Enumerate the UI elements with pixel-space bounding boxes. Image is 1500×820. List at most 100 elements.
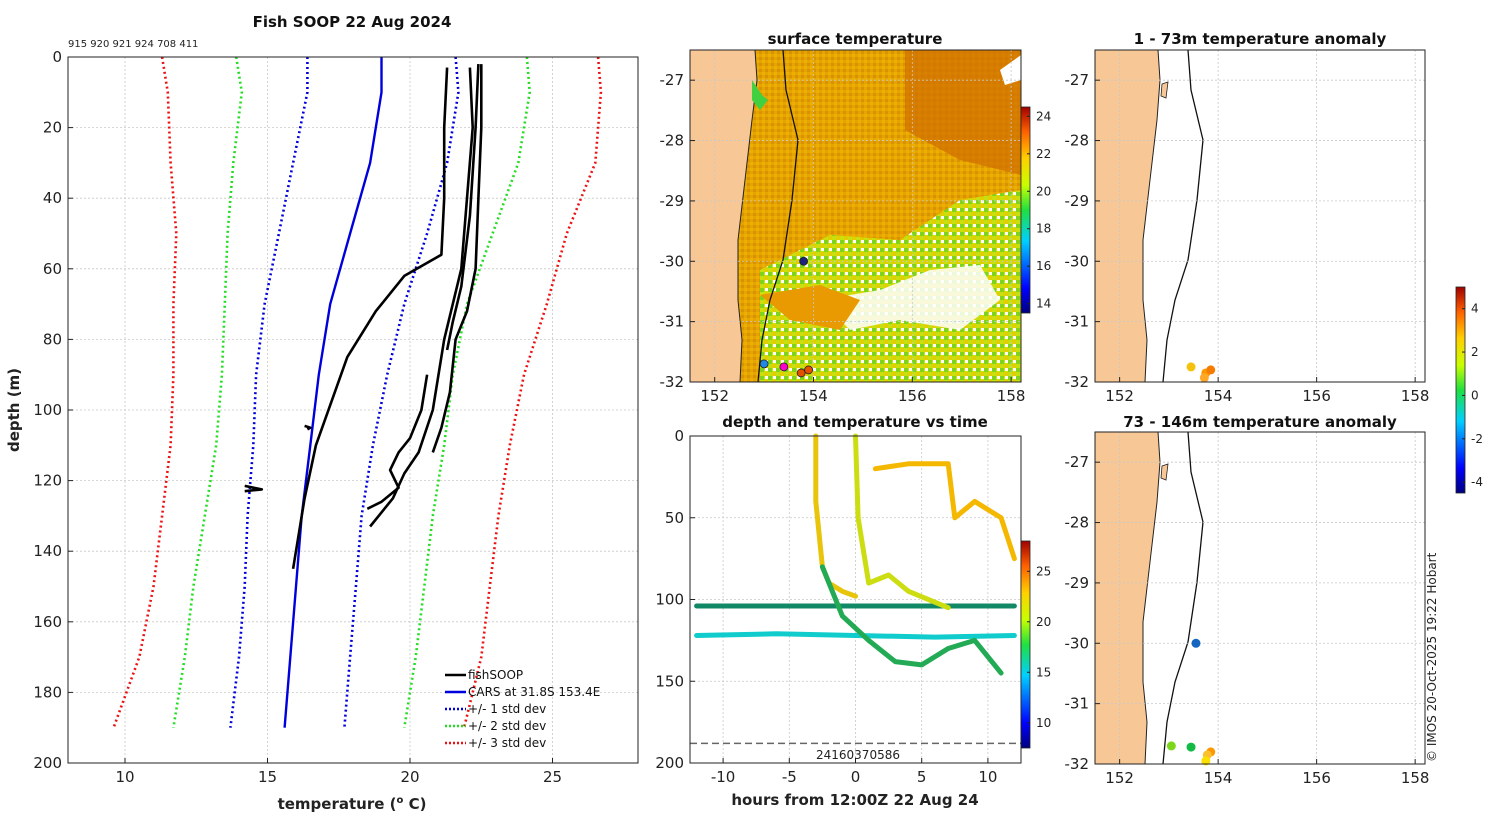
anomaly-cbar-label: -2 bbox=[1471, 432, 1483, 446]
sst-warm-patch bbox=[905, 50, 1021, 175]
profile-ytick-label: 40 bbox=[43, 189, 62, 207]
anomaly-deep-xtick-label: 154 bbox=[1204, 769, 1233, 787]
timeseries-series-2 bbox=[813, 433, 858, 599]
timeseries-series-3 bbox=[819, 564, 1004, 676]
sst-cbar-label: 22 bbox=[1036, 147, 1051, 161]
anomaly-deep-ytick-label: -29 bbox=[1065, 574, 1090, 592]
sst-map: surface temperature 152 154 156 158 -27 -28 -2… bbox=[660, 30, 1052, 405]
anomaly-deep-point-2 bbox=[1186, 742, 1196, 752]
legend-label-fishsoop: fishSOOP bbox=[468, 668, 523, 682]
timeseries-cbar-label: 15 bbox=[1036, 665, 1051, 679]
legend-label-2std: +/- 2 std dev bbox=[468, 719, 546, 733]
sst-cbar-label: 14 bbox=[1036, 297, 1051, 311]
timeseries-series-1 bbox=[694, 631, 1017, 640]
timeseries-ytick-label: 200 bbox=[655, 754, 684, 772]
profile-ytick-label: 0 bbox=[52, 48, 62, 66]
anomaly-shallow-ytick-label: -28 bbox=[1065, 132, 1090, 150]
profile-ytick-label: 60 bbox=[43, 260, 62, 278]
sst-image bbox=[690, 50, 1021, 382]
timeseries-colorbar-ticks: 10 15 20 25 bbox=[1027, 564, 1051, 730]
anomaly-shallow-ticks: 152 154 156 158 -27 -28 -29 -30 -31 -32 bbox=[1065, 71, 1430, 405]
copyright-note: © IMOS 20-Oct-2025 19:22 Hobart bbox=[1425, 552, 1439, 762]
anomaly-shallow-title: 1 - 73m temperature anomaly bbox=[1134, 30, 1387, 48]
anomaly-cbar-label: 0 bbox=[1471, 388, 1479, 402]
timeseries-ytick-label: 0 bbox=[674, 427, 684, 445]
anomaly-shallow-land bbox=[1095, 50, 1161, 382]
anomaly-deep-point-5 bbox=[1201, 756, 1211, 766]
sst-point-2 bbox=[779, 362, 789, 372]
anomaly-shallow-points bbox=[1186, 362, 1216, 383]
anomaly-colorbar bbox=[1455, 286, 1466, 494]
anomaly-shallow-ytick-label: -32 bbox=[1065, 373, 1090, 391]
anomaly-deep-island bbox=[1160, 463, 1169, 481]
profile-ytick-label: 80 bbox=[43, 330, 62, 348]
anomaly-shallow-map bbox=[1095, 50, 1204, 382]
sst-ytick-label: -31 bbox=[660, 313, 685, 331]
sst-colorbar bbox=[1020, 106, 1031, 314]
sst-ytick-label: -32 bbox=[660, 373, 685, 391]
timeseries-series-5 bbox=[853, 433, 951, 611]
profile-series-6 bbox=[462, 56, 603, 729]
anomaly-deep-ytick-label: -30 bbox=[1065, 634, 1090, 652]
profile-series-5 bbox=[112, 56, 178, 729]
profile-ylabel: depth (m) bbox=[5, 368, 23, 452]
sst-ytick-label: -28 bbox=[660, 132, 685, 150]
profile-xtick-label: 15 bbox=[258, 768, 277, 786]
anomaly-map-shallow: 1 - 73m temperature anomaly 152 154 156 158… bbox=[1065, 30, 1430, 405]
profile-xtick-label: 20 bbox=[400, 768, 419, 786]
anomaly-deep-frame bbox=[1094, 431, 1426, 765]
timeseries-xlabel: hours from 12:00Z 22 Aug 24 bbox=[731, 791, 978, 809]
anomaly-deep-point-0 bbox=[1191, 638, 1201, 648]
profile-series-2 bbox=[343, 56, 460, 728]
legend-label-1std: +/- 1 std dev bbox=[468, 702, 546, 716]
profile-ytick-label: 120 bbox=[33, 472, 62, 490]
profile-series-0 bbox=[283, 57, 383, 728]
anomaly-colorbar-group: 4 2 0 -2 -4 bbox=[1455, 286, 1483, 494]
legend-label-3std: +/- 3 std dev bbox=[468, 736, 546, 750]
anomaly-map-deep: 73 - 146m temperature anomaly 152 154 156 1… bbox=[1065, 413, 1430, 787]
anomaly-shallow-xtick-label: 154 bbox=[1204, 387, 1233, 405]
profile-series-3 bbox=[172, 56, 244, 728]
anomaly-shallow-ytick-label: -27 bbox=[1065, 71, 1090, 89]
timeseries-xtick-label: -5 bbox=[782, 768, 797, 786]
anomaly-shallow-frame bbox=[1094, 49, 1426, 383]
anomaly-deep-ytick-label: -32 bbox=[1065, 755, 1090, 773]
anomaly-deep-xtick-label: 158 bbox=[1401, 769, 1430, 787]
anomaly-deep-point-1 bbox=[1166, 741, 1176, 751]
profile-legend: fishSOOP CARS at 31.8S 153.4E +/- 1 std … bbox=[445, 668, 600, 750]
sst-ytick-label: -27 bbox=[660, 71, 685, 89]
timeseries-xtick-label: 10 bbox=[978, 768, 997, 786]
timeseries-chart: depth and temperature vs time 2416037058… bbox=[655, 413, 1051, 809]
sst-cbar-label: 20 bbox=[1036, 184, 1051, 198]
sst-coastal-green bbox=[752, 80, 768, 110]
anomaly-deep-title: 73 - 146m temperature anomaly bbox=[1123, 413, 1397, 431]
anomaly-shallow-island bbox=[1160, 81, 1169, 99]
timeseries-title: depth and temperature vs time bbox=[722, 413, 988, 431]
profile-series-13 bbox=[304, 424, 312, 431]
timeseries-xtick-label: 0 bbox=[851, 768, 861, 786]
timeseries-ytick-label: 50 bbox=[665, 509, 684, 527]
profile-series-7 bbox=[291, 67, 449, 570]
timeseries-xtick-label: -10 bbox=[711, 768, 736, 786]
anomaly-shallow-xtick-label: 158 bbox=[1401, 387, 1430, 405]
anomaly-colorbar-ticks: 4 2 0 -2 -4 bbox=[1462, 302, 1483, 489]
profile-title: Fish SOOP 22 Aug 2024 bbox=[253, 13, 452, 31]
timeseries-xtick-label: 5 bbox=[917, 768, 927, 786]
timeseries-ytick-label: 100 bbox=[655, 591, 684, 609]
anomaly-shallow-ytick-label: -31 bbox=[1065, 313, 1090, 331]
anomaly-deep-ticks: 152 154 156 158 -27 -28 -29 -30 -31 -32 bbox=[1065, 453, 1430, 787]
profile-series-4 bbox=[403, 56, 531, 728]
timeseries-series-group bbox=[694, 433, 1017, 676]
sst-points bbox=[759, 256, 813, 378]
profile-xtick-label: 10 bbox=[115, 768, 134, 786]
legend-item-cars: CARS at 31.8S 153.4E bbox=[445, 685, 600, 699]
sst-title: surface temperature bbox=[768, 30, 943, 48]
sst-cloud-south bbox=[820, 265, 1000, 330]
anomaly-cbar-label: 4 bbox=[1471, 302, 1479, 316]
profile-ytick-label: 20 bbox=[43, 119, 62, 137]
sst-cloud-ne bbox=[1000, 55, 1021, 85]
legend-label-cars: CARS at 31.8S 153.4E bbox=[468, 685, 600, 699]
anomaly-cbar-label: -4 bbox=[1471, 475, 1483, 489]
anomaly-deep-ytick-label: -31 bbox=[1065, 695, 1090, 713]
profile-subtitle: 915 920 921 924 708 411 bbox=[68, 39, 198, 50]
